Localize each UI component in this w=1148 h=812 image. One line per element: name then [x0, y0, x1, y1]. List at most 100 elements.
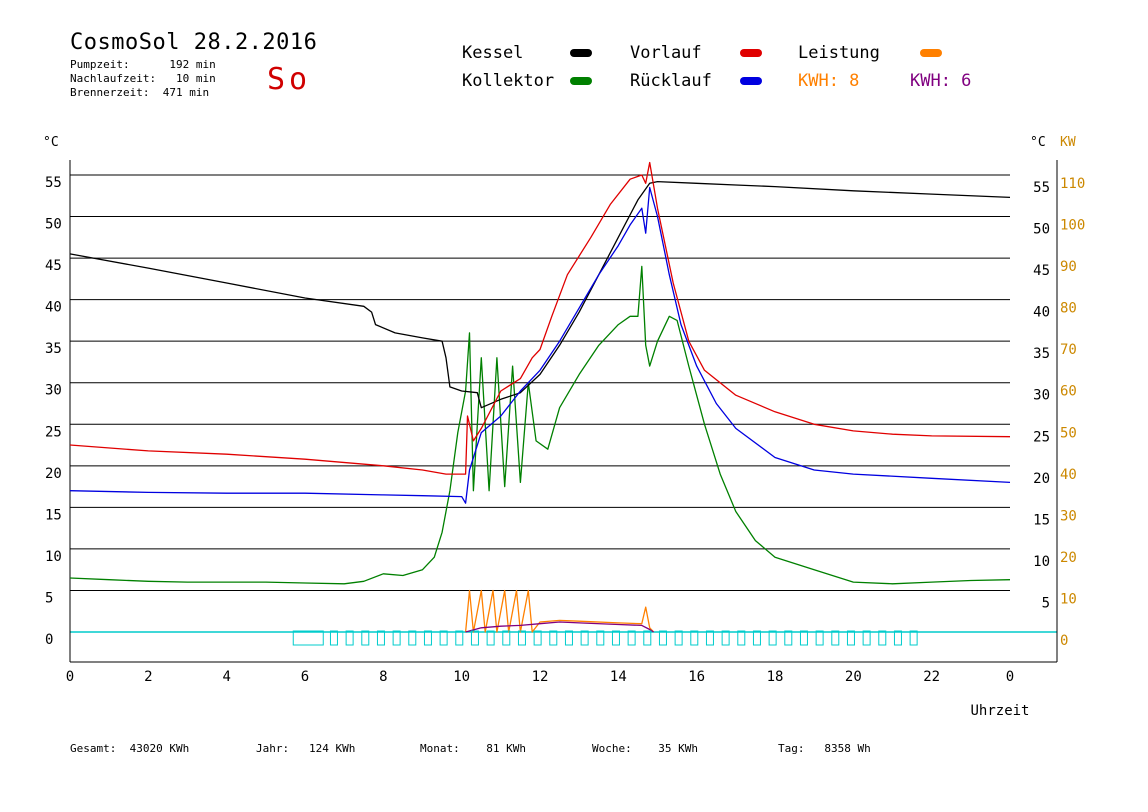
pump-status-box: [580, 630, 589, 646]
pump-status-box: [768, 630, 777, 646]
y-right-tick-label: 25: [1033, 429, 1050, 445]
x-tick-label: 12: [532, 669, 549, 685]
y-kw-tick-label: 80: [1060, 301, 1077, 317]
legend-ruecklauf-swatch: [740, 77, 762, 85]
legend-kwh-orange: KWH: 8: [798, 71, 860, 91]
x-tick-label: 14: [610, 669, 627, 685]
pump-status-box: [439, 630, 448, 646]
series-line-ruecklauf: [69, 186, 1011, 504]
pump-status-box: [517, 630, 526, 646]
y-right-tick-label: 20: [1033, 471, 1050, 487]
series-line-kwh: [465, 621, 654, 633]
x-tick-label: 2: [144, 669, 152, 685]
y-right-tick-label: 35: [1033, 346, 1050, 362]
pump-status-box: [361, 630, 370, 646]
y-kw-tick-label: 60: [1060, 384, 1077, 400]
y-kw-tick-label: 90: [1060, 259, 1077, 275]
x-axis-title: Uhrzeit: [970, 703, 1029, 719]
pump-status-box: [596, 630, 605, 646]
pump-status-box: [893, 630, 902, 646]
y-right-tick-label: 10: [1033, 554, 1050, 570]
x-tick-label: 16: [688, 669, 705, 685]
y-left-unit-label: °C: [43, 135, 59, 150]
y-left-tick-label: 25: [45, 424, 62, 440]
legend-leistung-swatch: [920, 49, 942, 57]
pump-status-box: [549, 630, 558, 646]
y-left-tick-label: 5: [45, 590, 53, 606]
y-right-tick-label: 15: [1033, 512, 1050, 528]
y-kw-tick-label: 20: [1060, 550, 1077, 566]
series-line-kollektor: [69, 265, 1011, 585]
pump-status-box: [408, 630, 417, 646]
pump-status-box: [705, 630, 714, 646]
y-right-tick-label: 5: [1042, 595, 1050, 611]
pump-status-box: [376, 630, 385, 646]
x-tick-label: 6: [301, 669, 309, 685]
pump-status-box: [486, 630, 495, 646]
series-line-leistung: [464, 589, 655, 633]
pump-status-box: [752, 630, 761, 646]
legend-kessel-label: Kessel: [462, 43, 524, 63]
pump-status-box: [643, 630, 652, 646]
y-right-tick-label: 50: [1033, 222, 1050, 238]
legend-leistung-label: Leistung: [798, 43, 880, 63]
y-kw-tick-label: 40: [1060, 467, 1077, 483]
y-left-tick-label: 30: [45, 383, 62, 399]
x-tick-label: 10: [453, 669, 470, 685]
pump-status-box: [292, 630, 324, 646]
pump-status-box: [329, 630, 338, 646]
pump-status-box: [674, 630, 683, 646]
x-tick-label: 22: [923, 669, 940, 685]
y-right-tick-label: 45: [1033, 263, 1050, 279]
y-right-tick-label: 55: [1033, 180, 1050, 196]
y-right-tick-label: 40: [1033, 305, 1050, 321]
pump-status-box: [423, 630, 432, 646]
footer-monat: Monat: 81 KWh: [420, 742, 526, 755]
y-kw-tick-label: 50: [1060, 425, 1077, 441]
legend-kollektor-label: Kollektor: [462, 71, 555, 91]
pump-status-box: [846, 630, 855, 646]
footer-jahr: Jahr: 124 KWh: [256, 742, 356, 755]
pumpzeit-label: Pumpzeit: 192 min: [70, 58, 216, 71]
pump-status-box: [658, 630, 667, 646]
y-left-tick-label: 35: [45, 341, 62, 357]
legend-vorlauf-swatch: [740, 49, 762, 57]
pump-status-box: [799, 630, 808, 646]
legend-kwh-purple: KWH: 6: [910, 71, 972, 91]
pump-status-box: [690, 630, 699, 646]
y-kw-tick-label: 100: [1060, 218, 1085, 234]
y-right-tick-label: 30: [1033, 388, 1050, 404]
legend-kessel-swatch: [570, 49, 592, 57]
pump-status-box: [815, 630, 824, 646]
pump-status-box: [470, 630, 479, 646]
y-left-tick-label: 40: [45, 300, 62, 316]
chart-title: CosmoSol 28.2.2016: [70, 30, 318, 55]
y-kw-unit-label: KW: [1060, 135, 1076, 150]
x-tick-label: 4: [222, 669, 230, 685]
y-kw-tick-label: 30: [1060, 508, 1077, 524]
y-left-tick-label: 55: [45, 175, 62, 191]
x-tick-label: 8: [379, 669, 387, 685]
y-left-tick-label: 15: [45, 507, 62, 523]
pump-status-box: [878, 630, 887, 646]
y-left-tick-label: 45: [45, 258, 62, 274]
pump-status-box: [627, 630, 636, 646]
y-kw-tick-label: 10: [1060, 591, 1077, 607]
footer-tag: Tag: 8358 Wh: [778, 742, 871, 755]
nachlaufzeit-label: Nachlaufzeit: 10 min: [70, 72, 216, 85]
pump-status-box: [345, 630, 354, 646]
legend-vorlauf-label: Vorlauf: [630, 43, 702, 63]
pump-status-box: [564, 630, 573, 646]
brennerzeit-label: Brennerzeit: 471 min: [70, 86, 210, 99]
y-left-tick-label: 20: [45, 466, 62, 482]
legend-ruecklauf-label: Rücklauf: [630, 71, 712, 91]
pump-status-box: [533, 630, 542, 646]
y-right-unit-label: °C: [1030, 135, 1046, 150]
pump-status-box: [737, 630, 746, 646]
pump-status-box: [611, 630, 620, 646]
weekday-label: So: [267, 62, 312, 97]
y-left-tick-label: 10: [45, 549, 62, 565]
pump-status-box: [502, 630, 511, 646]
series-line-kessel: [69, 180, 1011, 409]
